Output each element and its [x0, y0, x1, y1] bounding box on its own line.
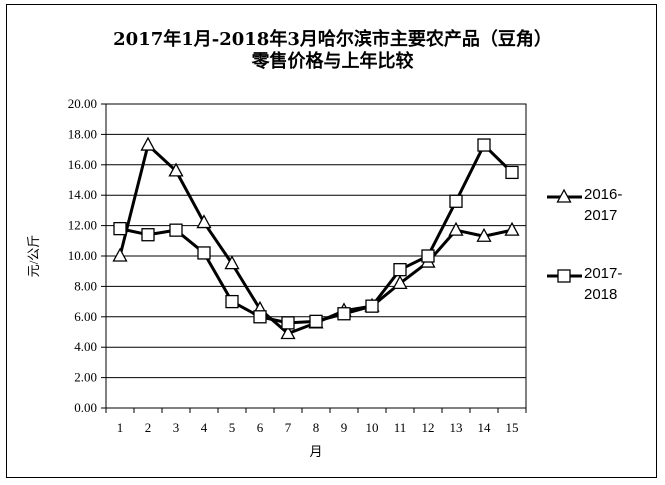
- data-point-1: [505, 165, 519, 180]
- y-axis-label: 元/公斤: [26, 235, 41, 278]
- x-tick-label: 11: [394, 420, 407, 435]
- y-tick-label: 16.00: [68, 157, 97, 172]
- x-tick-label: 7: [285, 420, 292, 435]
- y-tick-label: 10.00: [68, 248, 97, 263]
- data-point-0: [112, 247, 128, 262]
- x-tick-label: 1: [117, 420, 124, 435]
- y-tick-label: 6.00: [74, 309, 97, 324]
- x-axis-label: 月: [309, 444, 322, 459]
- data-point-0: [448, 221, 464, 236]
- data-point-1: [225, 294, 239, 309]
- data-point-0: [280, 325, 296, 340]
- chart-title-line-2: 零售价格与上年比较: [251, 51, 414, 72]
- y-tick-label: 8.00: [74, 278, 97, 293]
- data-point-0: [196, 214, 212, 229]
- x-tick-label: 12: [422, 420, 435, 435]
- chart-title-line-1: 2017年1月-2018年3月哈尔滨市主要农产品（豆角）: [113, 29, 552, 50]
- x-tick-label: 5: [229, 420, 236, 435]
- data-point-1: [393, 263, 407, 277]
- x-tick-label: 6: [257, 420, 264, 435]
- legend-label-2016-line1: 2016-: [584, 186, 623, 203]
- series-0: [112, 136, 520, 340]
- data-point-1: [169, 223, 183, 237]
- data-point-0: [140, 136, 156, 151]
- x-tick-label: 8: [313, 420, 320, 435]
- data-point-1: [477, 138, 491, 152]
- x-tick-label: 13: [450, 420, 463, 435]
- x-tick-label: 2: [145, 420, 152, 435]
- y-tick-label: 4.00: [74, 339, 97, 354]
- grid-lines: [106, 103, 526, 409]
- x-tick-label: 15: [506, 420, 519, 435]
- data-point-0: [224, 255, 240, 270]
- legend: [547, 188, 582, 283]
- series-layer: [112, 136, 520, 340]
- y-tick-label: 14.00: [68, 187, 97, 202]
- x-tick-label: 3: [173, 420, 180, 435]
- y-tick-label: 2.00: [74, 370, 97, 385]
- data-point-0: [168, 162, 184, 177]
- data-point-1: [309, 314, 323, 329]
- data-point-0: [504, 221, 520, 236]
- y-tick-label: 12.00: [68, 218, 97, 233]
- x-tick-label: 9: [341, 420, 348, 435]
- chart-frame: [6, 4, 657, 478]
- series-1: [113, 138, 519, 330]
- y-tick-label: 18.00: [68, 126, 97, 141]
- data-point-1: [337, 307, 351, 321]
- data-point-1: [141, 228, 155, 242]
- data-point-1: [281, 316, 295, 330]
- y-axis-ticks: 0.00 2.00 4.00 6.00 8.00 10.00 12.00 14.00 16.00…: [68, 96, 106, 415]
- data-point-0: [476, 227, 492, 242]
- legend-label-2017-line1: 2017-: [584, 265, 623, 282]
- data-point-1: [449, 194, 463, 208]
- data-point-0: [392, 274, 408, 290]
- legend-marker-0: [556, 188, 572, 203]
- legend-marker-1: [557, 269, 571, 283]
- data-point-1: [365, 299, 379, 313]
- legend-label-2017-line2: 2018: [584, 286, 618, 303]
- data-point-1: [197, 246, 211, 260]
- legend-label-2016-line2: 2017: [584, 207, 618, 224]
- x-axis-ticks: 1 2 3 4 5 6 7 8 9 10 11 12 13 14 15: [105, 408, 527, 435]
- x-tick-label: 10: [366, 420, 379, 435]
- data-point-1: [113, 221, 127, 236]
- y-tick-label: 0.00: [74, 400, 97, 415]
- data-point-1: [253, 310, 267, 324]
- x-tick-label: 14: [478, 420, 492, 435]
- y-tick-label: 20.00: [68, 96, 97, 111]
- data-point-1: [421, 249, 435, 263]
- x-tick-label: 4: [201, 420, 208, 435]
